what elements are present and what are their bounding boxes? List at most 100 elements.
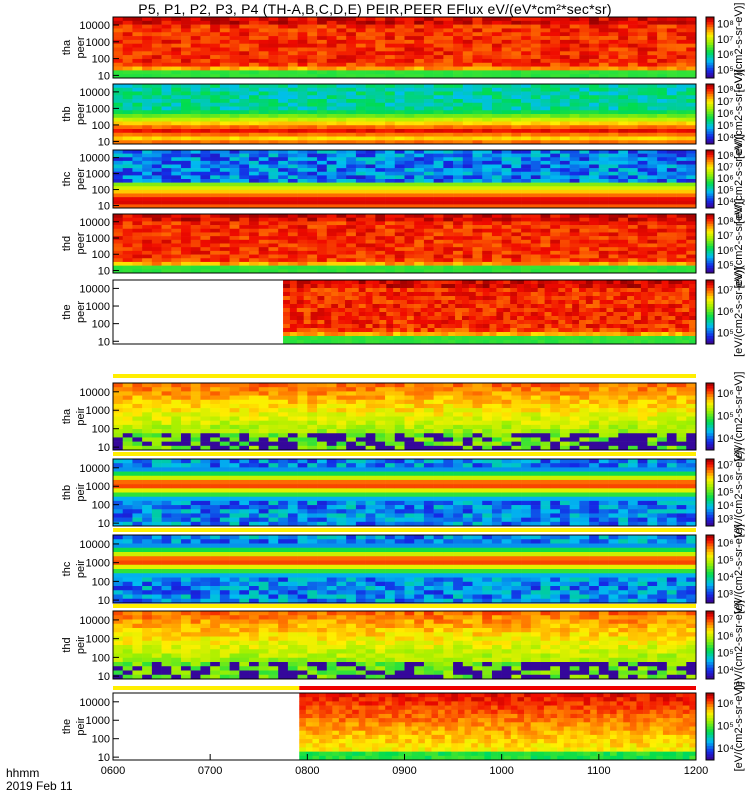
heatmap-cell — [151, 117, 162, 122]
heatmap-cell — [443, 153, 454, 158]
heatmap-cell — [303, 296, 311, 301]
heatmap-cell — [365, 58, 376, 64]
heatmap-cell — [413, 308, 421, 313]
heatmap-cell — [599, 304, 607, 309]
heatmap-cell — [229, 43, 240, 48]
heatmap-cell — [618, 160, 629, 165]
heatmap-cell — [375, 225, 386, 230]
heatmap-cell — [637, 189, 648, 194]
heatmap-cell — [455, 320, 463, 325]
heatmap-cell — [676, 186, 687, 191]
heatmap-cell — [239, 20, 250, 25]
heatmap-cell — [393, 296, 401, 301]
heatmap-cell — [307, 125, 318, 130]
heatmap-cell — [219, 95, 230, 100]
heatmap-cell — [113, 70, 124, 75]
heatmap-cell — [482, 32, 493, 37]
heatmap-cell — [462, 55, 473, 60]
heatmap-cell — [510, 300, 518, 305]
heatmap-cell — [443, 157, 454, 162]
heatmap-cell — [239, 24, 250, 29]
heatmap-cell — [589, 164, 600, 169]
heatmap-cell — [540, 269, 551, 274]
heatmap-cell — [296, 340, 304, 345]
heatmap-cell — [523, 284, 532, 289]
heatmap-cell — [331, 324, 339, 329]
heatmap-cell — [620, 324, 628, 329]
heatmap-cell — [317, 171, 328, 176]
heatmap-cell — [372, 316, 380, 321]
heatmap-cell — [443, 258, 454, 263]
heatmap-cell — [317, 261, 328, 266]
heatmap-cell — [190, 43, 201, 48]
heatmap-cell — [579, 239, 590, 244]
heatmap-cell — [190, 95, 201, 100]
heatmap-cell — [598, 258, 609, 263]
heatmap-cell — [200, 157, 211, 162]
heatmap-cell — [686, 171, 697, 176]
heatmap-cell — [355, 24, 366, 29]
heatmap-cell — [618, 99, 629, 104]
heatmap-cell — [489, 316, 497, 321]
heatmap-cell — [161, 95, 172, 100]
heatmap-cell — [608, 217, 619, 222]
heatmap-cell — [132, 17, 143, 22]
heatmap-cell — [351, 340, 360, 345]
heatmap-cell — [171, 140, 182, 145]
heatmap-cell — [239, 168, 250, 173]
heatmap-cell — [689, 320, 697, 325]
heatmap-cell — [287, 136, 298, 141]
heatmap-cell — [608, 87, 619, 92]
heatmap-cell — [530, 24, 541, 29]
heatmap-cell — [443, 197, 454, 202]
y-tick-label: 10000 — [79, 20, 110, 32]
heatmap-cell — [210, 250, 221, 255]
heatmap-cell — [346, 232, 357, 237]
heatmap-cell — [404, 121, 415, 126]
heatmap-cell — [598, 225, 609, 230]
heatmap-cell — [423, 47, 434, 52]
heatmap-cell — [618, 254, 629, 259]
heatmap-cell — [171, 189, 182, 194]
heatmap-cell — [297, 171, 308, 176]
heatmap-cell — [482, 204, 493, 209]
heatmap-cell — [132, 171, 143, 176]
heatmap-cell — [420, 304, 428, 309]
heatmap-cell — [579, 62, 590, 67]
heatmap-cell — [433, 171, 444, 176]
heatmap-cell — [229, 91, 240, 96]
heatmap-cell — [219, 261, 230, 266]
heatmap-cell — [618, 269, 629, 274]
heatmap-cell — [657, 114, 668, 119]
heatmap-cell — [676, 55, 687, 60]
heatmap-cell — [219, 228, 230, 233]
heatmap-cell — [336, 197, 347, 202]
heatmap-cell — [627, 300, 635, 305]
heatmap-cell — [689, 292, 697, 297]
heatmap-cell — [544, 280, 552, 285]
heatmap-cell — [550, 239, 561, 244]
heatmap-cell — [540, 175, 551, 180]
heatmap-cell — [503, 340, 511, 345]
heatmap-cell — [579, 179, 590, 183]
heatmap-cell — [307, 179, 318, 183]
heatmap-cell — [219, 175, 230, 180]
heatmap-cell — [434, 280, 442, 285]
heatmap-cell — [355, 17, 366, 22]
colorbar-segment — [706, 111, 714, 115]
colorbar-segment — [706, 134, 714, 137]
heatmap-cell — [375, 84, 386, 89]
heatmap-cell — [239, 66, 250, 71]
heatmap-cell — [550, 129, 561, 134]
heatmap-cell — [307, 175, 318, 180]
heatmap-cell — [113, 51, 124, 56]
heatmap-cell — [423, 43, 434, 48]
heatmap-cell — [579, 204, 590, 209]
heatmap-cell — [372, 340, 380, 345]
heatmap-cell — [472, 39, 483, 44]
heatmap-cell — [579, 168, 590, 173]
heatmap-cell — [511, 214, 522, 218]
heatmap-cell — [666, 221, 677, 226]
heatmap-cell — [355, 70, 366, 75]
heatmap-cell — [307, 106, 318, 111]
